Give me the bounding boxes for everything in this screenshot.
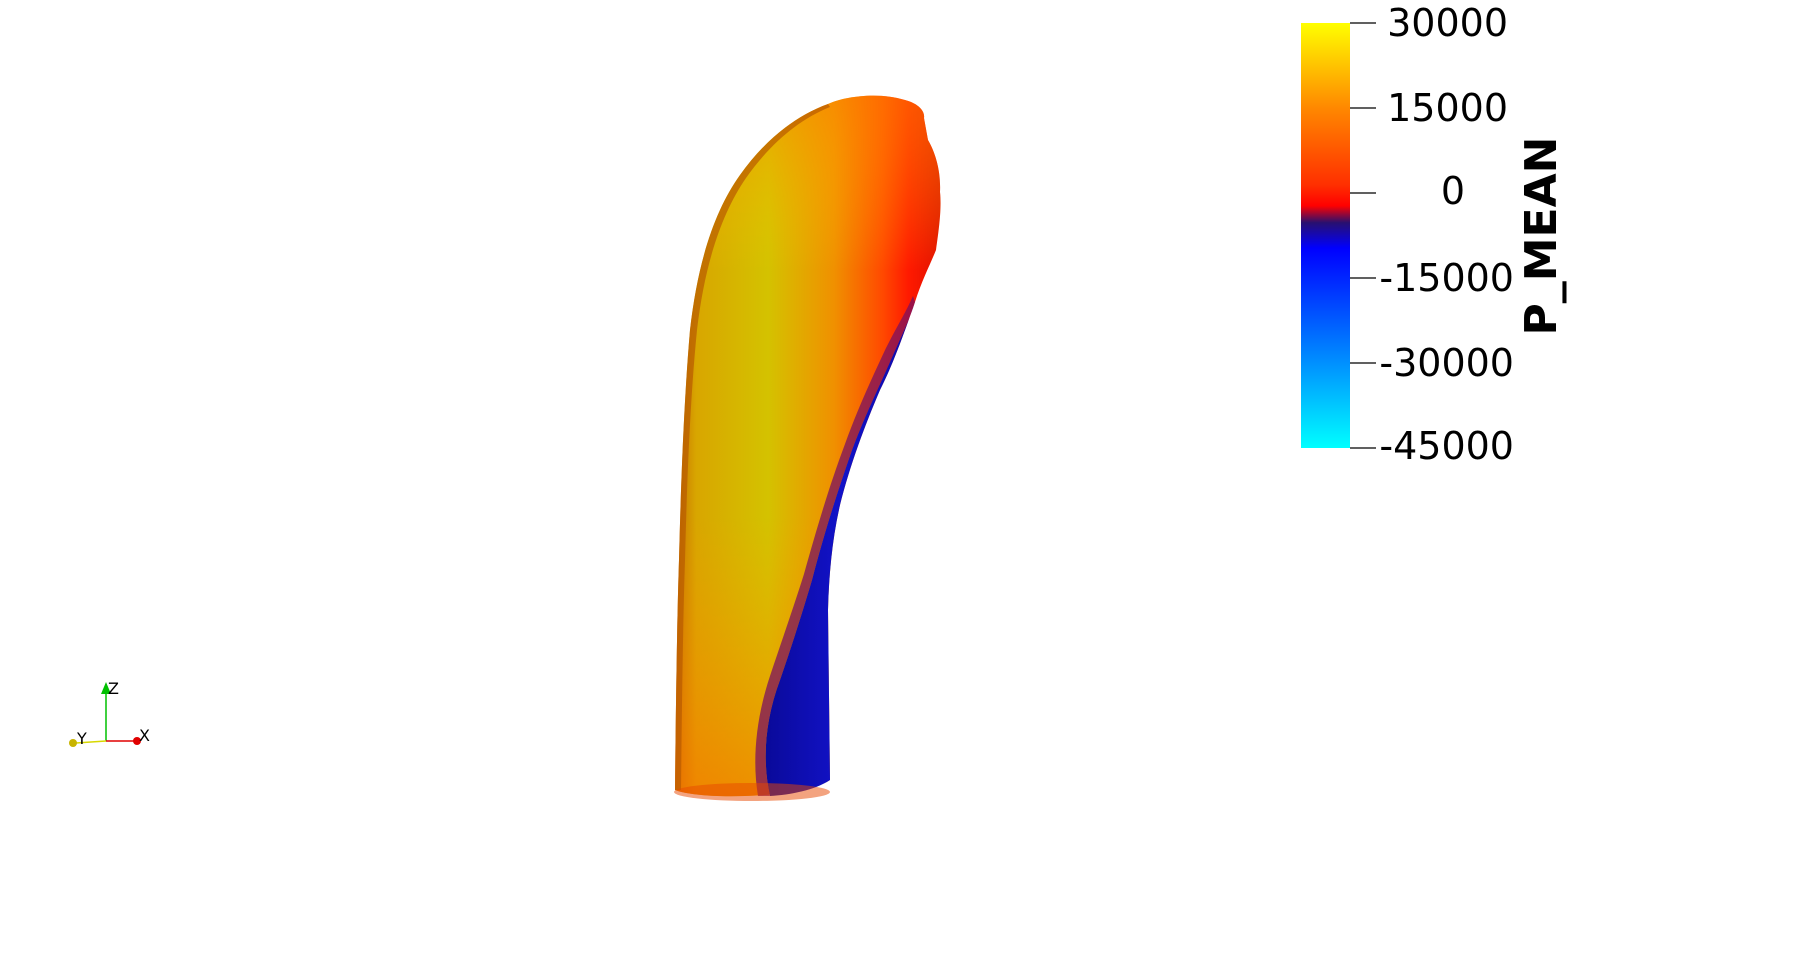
surface-negative-region	[765, 302, 915, 796]
orientation-axes[interactable]: Z X Y	[69, 679, 150, 748]
y-axis-line	[75, 740, 107, 744]
tick-label-30000: 30000	[1387, 1, 1508, 45]
scalar-bar-ticks	[1350, 22, 1376, 449]
z-axis-label: Z	[108, 679, 119, 698]
surface-model[interactable]	[670, 90, 945, 802]
tick-label-0: 0	[1441, 169, 1465, 213]
scalar-bar[interactable]: 30000 15000 0 -15000 -30000 -45000 P_MEA…	[1301, 1, 1567, 468]
x-axis-label: X	[139, 726, 150, 745]
y-axis-arrow	[69, 739, 77, 747]
tick-label-neg-45000: -45000	[1379, 424, 1514, 468]
tick-label-neg-30000: -30000	[1379, 341, 1514, 385]
z-axis-arrow	[101, 682, 111, 694]
surface-shading	[675, 95, 941, 797]
tick-label-neg-15000: -15000	[1379, 256, 1514, 300]
y-axis-label: Y	[76, 729, 87, 748]
scalar-bar-gradient	[1301, 23, 1350, 448]
scalar-bar-title: P_MEAN	[1516, 137, 1567, 336]
surface-bottom-cap	[674, 783, 830, 801]
tick-label-15000: 15000	[1387, 86, 1508, 130]
x-axis-arrow	[133, 737, 141, 745]
